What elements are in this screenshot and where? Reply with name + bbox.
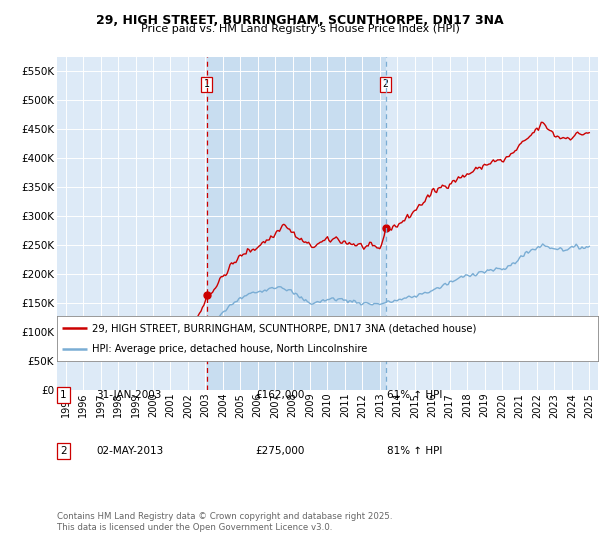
Text: 02-MAY-2013: 02-MAY-2013 bbox=[96, 446, 163, 456]
Text: 81% ↑ HPI: 81% ↑ HPI bbox=[387, 446, 442, 456]
Text: 1: 1 bbox=[60, 390, 67, 400]
Text: 29, HIGH STREET, BURRINGHAM, SCUNTHORPE, DN17 3NA (detached house): 29, HIGH STREET, BURRINGHAM, SCUNTHORPE,… bbox=[92, 324, 476, 334]
Text: 31-JAN-2003: 31-JAN-2003 bbox=[96, 390, 161, 400]
Text: 61% ↑ HPI: 61% ↑ HPI bbox=[387, 390, 442, 400]
Bar bbox=[207, 57, 386, 390]
Text: HPI: Average price, detached house, North Lincolnshire: HPI: Average price, detached house, Nort… bbox=[92, 344, 368, 354]
Text: 2: 2 bbox=[383, 80, 389, 89]
Text: 1: 1 bbox=[204, 80, 209, 89]
Text: £162,000: £162,000 bbox=[255, 390, 304, 400]
Text: Contains HM Land Registry data © Crown copyright and database right 2025.
This d: Contains HM Land Registry data © Crown c… bbox=[57, 512, 392, 532]
Text: 2: 2 bbox=[60, 446, 67, 456]
Text: 29, HIGH STREET, BURRINGHAM, SCUNTHORPE, DN17 3NA: 29, HIGH STREET, BURRINGHAM, SCUNTHORPE,… bbox=[96, 14, 504, 27]
Text: Price paid vs. HM Land Registry's House Price Index (HPI): Price paid vs. HM Land Registry's House … bbox=[140, 24, 460, 34]
Text: £275,000: £275,000 bbox=[255, 446, 304, 456]
